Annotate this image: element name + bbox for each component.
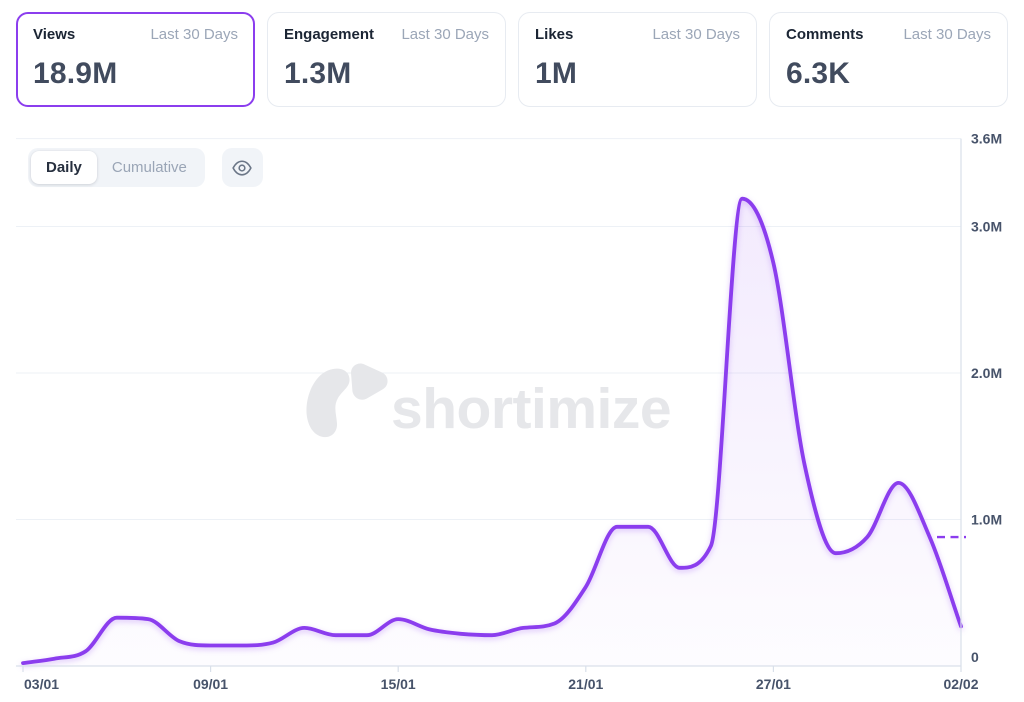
stats-row: Views Last 30 Days 18.9M Engagement Last…	[16, 12, 1008, 107]
x-axis-label: 27/01	[756, 676, 791, 692]
eye-icon	[232, 159, 253, 176]
y-axis-label: 1.0M	[971, 512, 1002, 528]
views-line-series	[21, 196, 963, 665]
stat-card-header: Likes Last 30 Days	[535, 26, 740, 44]
axes	[16, 138, 962, 672]
stat-period: Last 30 Days	[652, 26, 740, 43]
stat-card-engagement[interactable]: Engagement Last 30 Days 1.3M	[267, 12, 506, 107]
x-axis-label: 15/01	[381, 676, 416, 692]
stat-card-header: Comments Last 30 Days	[786, 26, 991, 44]
stat-card-views[interactable]: Views Last 30 Days 18.9M	[16, 12, 255, 107]
views-area-fill	[23, 198, 961, 666]
stat-title: Likes	[535, 26, 574, 43]
shortimize-logo-icon	[306, 363, 388, 438]
x-axis-label: 21/01	[568, 676, 603, 692]
x-axis-label: 02/02	[943, 676, 978, 692]
watermark: shortimize	[306, 363, 672, 441]
stat-period: Last 30 Days	[401, 26, 489, 43]
stat-period: Last 30 Days	[903, 26, 991, 43]
y-axis-label: 3.6M	[971, 131, 1002, 147]
x-axis-label: 09/01	[193, 676, 228, 692]
stat-value: 6.3K	[786, 57, 851, 90]
stat-title: Engagement	[284, 26, 375, 43]
stat-card-header: Engagement Last 30 Days	[284, 26, 489, 44]
stat-card-comments[interactable]: Comments Last 30 Days 6.3K	[769, 12, 1008, 107]
stat-title: Comments	[786, 26, 864, 43]
cumulative-toggle-button[interactable]: Cumulative	[97, 151, 202, 184]
y-axis-label: 3.0M	[971, 219, 1002, 235]
y-axis-label: 0	[971, 649, 979, 665]
y-axis-label: 2.0M	[971, 365, 1002, 381]
stat-period: Last 30 Days	[150, 26, 238, 43]
stat-card-header: Views Last 30 Days	[33, 26, 238, 44]
x-axis-label: 03/01	[24, 676, 59, 692]
gridlines	[16, 138, 961, 520]
watermark-text: shortimize	[391, 377, 671, 441]
stat-value: 1.3M	[284, 57, 352, 90]
visibility-button[interactable]	[221, 148, 263, 187]
stat-title: Views	[33, 26, 76, 43]
stat-card-likes[interactable]: Likes Last 30 Days 1M	[518, 12, 757, 107]
chart-controls: Daily Cumulative	[28, 148, 263, 187]
stat-value: 1M	[535, 57, 578, 90]
interval-toggle: Daily Cumulative	[28, 148, 205, 187]
daily-toggle-button[interactable]: Daily	[31, 151, 97, 184]
stat-value: 18.9M	[33, 57, 118, 90]
